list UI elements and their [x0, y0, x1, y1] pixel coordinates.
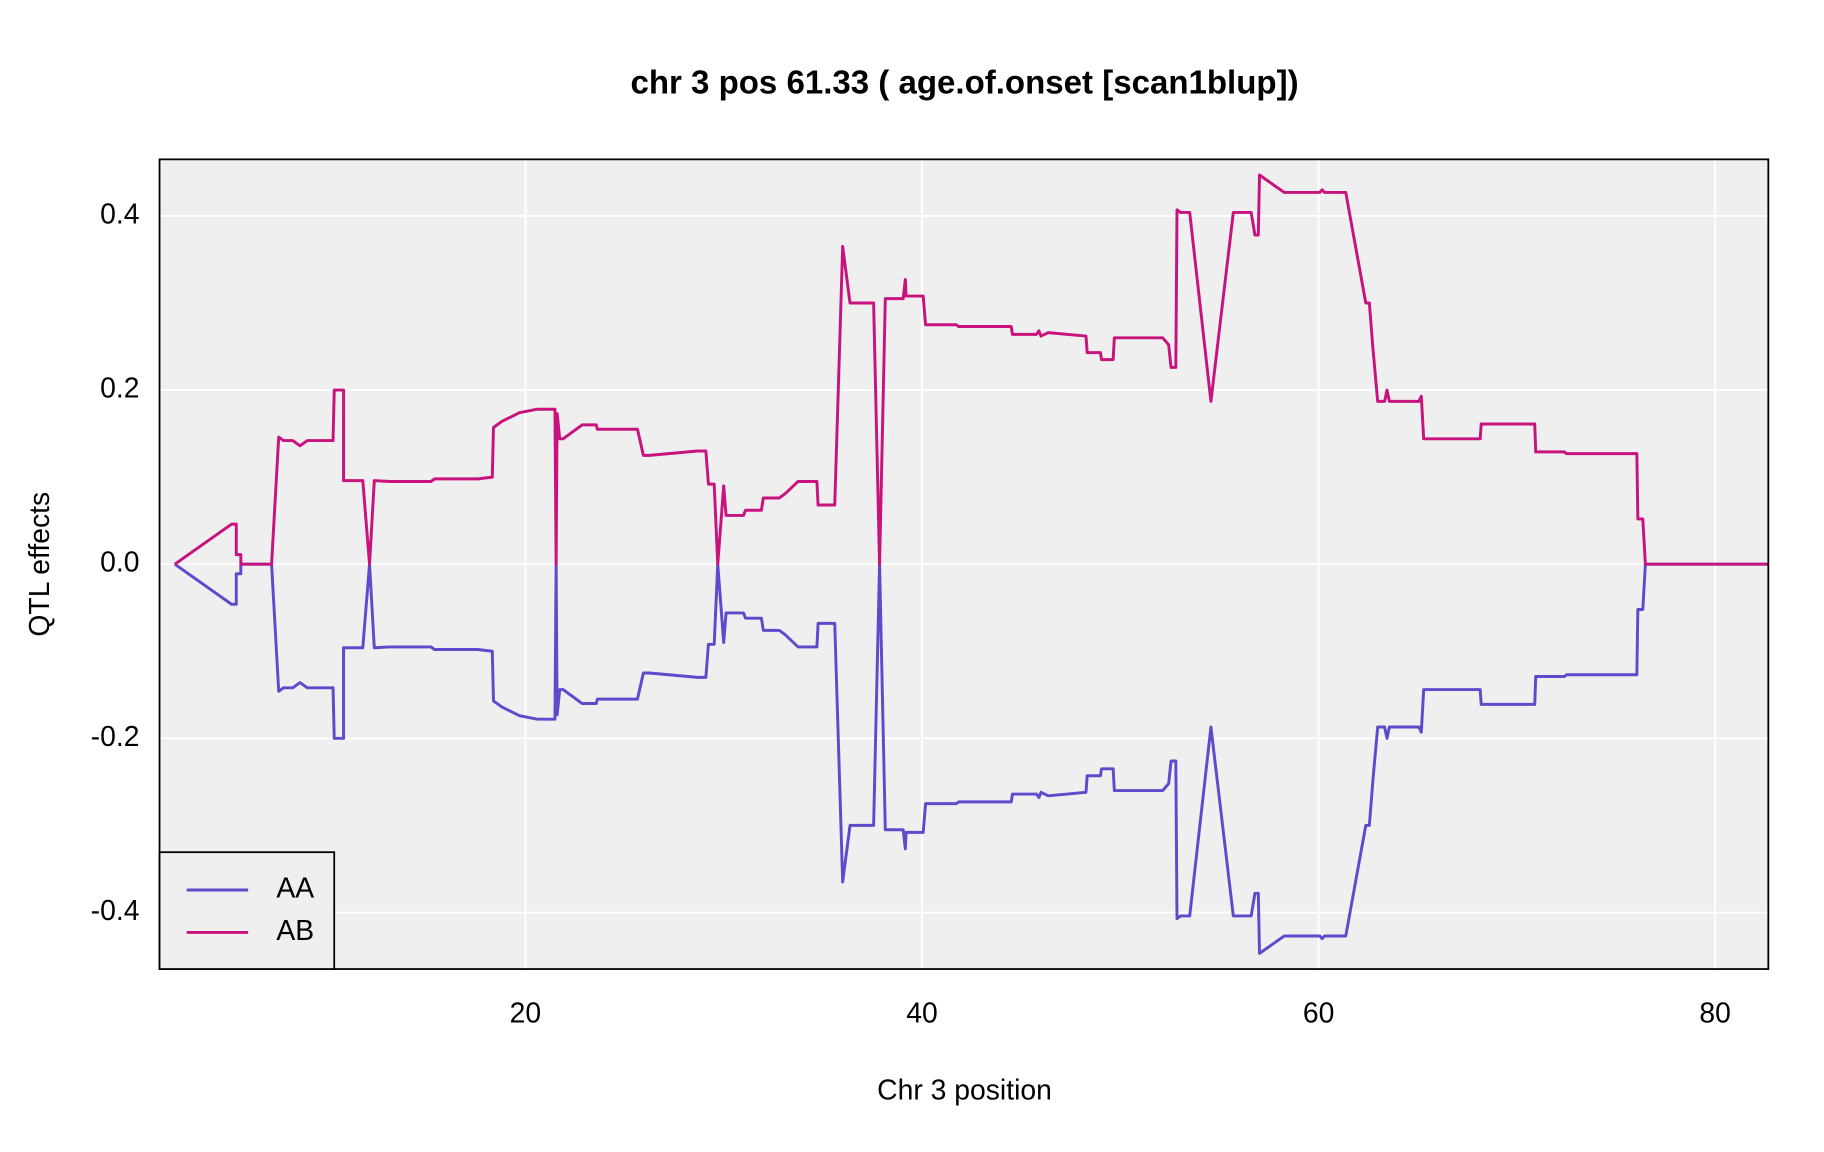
y-tick-label: 0.4 — [100, 198, 139, 230]
plot-frame — [158, 158, 1770, 970]
y-tick-label: 0.0 — [100, 547, 139, 579]
legend-label: AA — [276, 872, 314, 904]
legend-box — [158, 851, 336, 970]
y-axis-label: QTL effects — [24, 492, 56, 637]
x-tick-label: 40 — [906, 998, 938, 1030]
x-tick-label: 60 — [1303, 998, 1335, 1030]
series-line — [173, 173, 1769, 566]
x-tick-label: 80 — [1699, 998, 1731, 1030]
x-axis-label: Chr 3 position — [877, 1074, 1052, 1106]
y-tick-label: -0.4 — [91, 895, 140, 927]
x-tick-label: 20 — [510, 998, 542, 1030]
legend-label: AB — [276, 915, 314, 947]
y-tick-label: 0.2 — [100, 373, 139, 405]
chart-title: chr 3 pos 61.33 ( age.of.onset [scan1blu… — [630, 65, 1298, 102]
y-tick-label: -0.2 — [91, 721, 140, 753]
